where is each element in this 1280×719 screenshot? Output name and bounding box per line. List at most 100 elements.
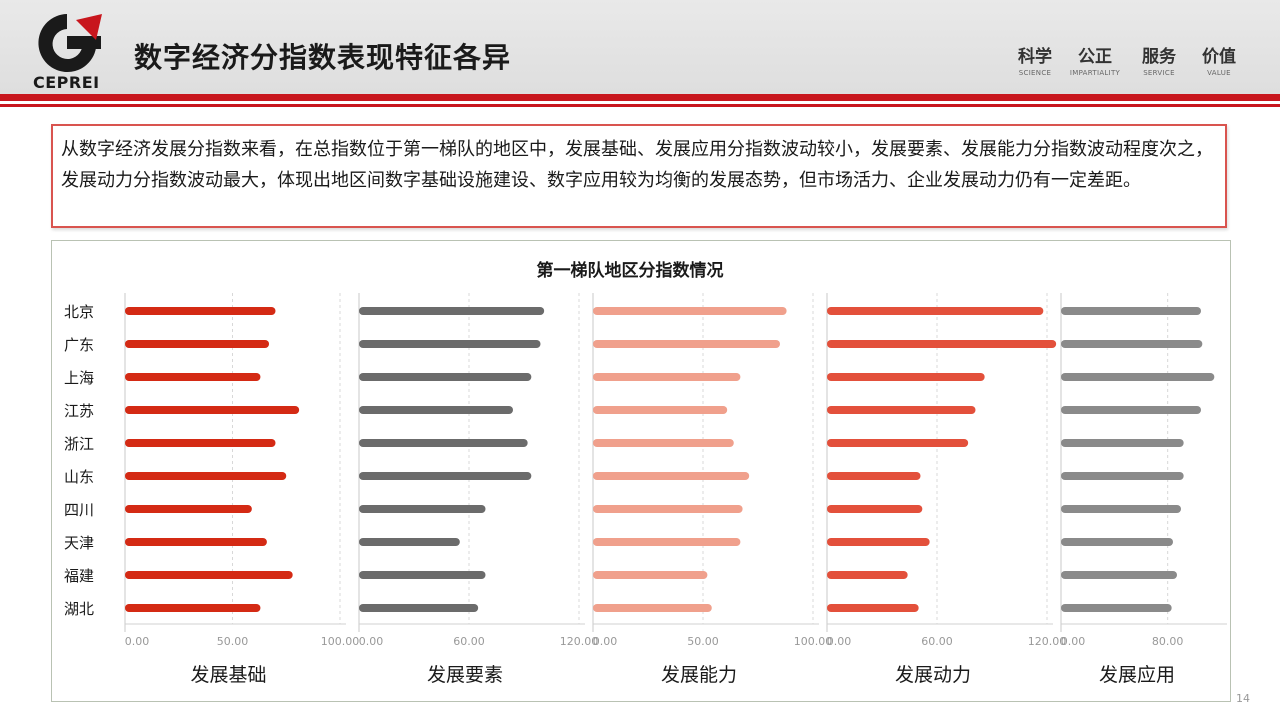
bar (125, 571, 293, 579)
bar (359, 571, 486, 579)
value-value-cn: 价值 (1202, 47, 1236, 67)
value-impartiality: 公正 IMPARTIALITY (1052, 42, 1138, 77)
category-label: 江苏 (64, 402, 94, 420)
tick-label: 100.00 (794, 635, 833, 648)
tick-label: 50.00 (217, 635, 249, 648)
bar (1061, 439, 1184, 447)
category-label: 广东 (64, 336, 94, 354)
tick-label: 60.00 (453, 635, 485, 648)
bar (1061, 538, 1173, 546)
bar (827, 505, 923, 513)
bar (593, 340, 780, 348)
bar (125, 307, 276, 315)
bar (359, 373, 532, 381)
value-impartiality-en: IMPARTIALITY (1069, 69, 1121, 77)
panel-label: 发展应用 (1099, 664, 1175, 686)
bar (593, 439, 734, 447)
ceprei-logo-icon (38, 14, 102, 72)
panel-label: 发展动力 (895, 664, 971, 686)
bar (359, 439, 528, 447)
bar (593, 604, 712, 612)
category-label: 天津 (64, 534, 94, 552)
bar (827, 406, 976, 414)
bar (827, 604, 919, 612)
category-label: 福建 (64, 567, 94, 585)
bar (359, 307, 545, 315)
bar (125, 340, 270, 348)
value-service-en: SERVICE (1143, 69, 1175, 77)
bar (125, 406, 300, 414)
bar (827, 538, 930, 546)
page-title: 数字经济分指数表现特征各异 (134, 41, 512, 74)
bar (593, 571, 708, 579)
bar (359, 604, 479, 612)
page-number: 14 (1236, 692, 1250, 705)
category-label: 湖北 (64, 600, 94, 618)
bar (593, 307, 787, 315)
bar (827, 439, 969, 447)
tick-label: 0.00 (1061, 635, 1086, 648)
category-label: 北京 (64, 303, 94, 321)
tick-label: 80.00 (1152, 635, 1184, 648)
category-label: 山东 (64, 468, 94, 486)
bar (359, 505, 486, 513)
bar (827, 307, 1044, 315)
bar (827, 571, 908, 579)
bar (359, 340, 541, 348)
bar (1061, 373, 1215, 381)
bar (125, 373, 261, 381)
category-label: 四川 (64, 501, 94, 519)
bar (827, 373, 985, 381)
value-science-en: SCIENCE (1018, 69, 1052, 77)
bar (593, 538, 741, 546)
value-service: 服务 SERVICE (1116, 42, 1202, 77)
value-value-en: VALUE (1207, 69, 1231, 77)
category-label: 上海 (64, 369, 94, 387)
bar (827, 472, 921, 480)
bar (125, 538, 267, 546)
tick-label: 60.00 (921, 635, 953, 648)
value-science: 科学 SCIENCE (992, 42, 1078, 77)
bar (593, 373, 741, 381)
bar (359, 538, 460, 546)
header-divider-thick (0, 94, 1280, 101)
bar (359, 406, 513, 414)
bar (1061, 340, 1203, 348)
tick-label: 0.00 (125, 635, 150, 648)
bar (1061, 472, 1184, 480)
bar (1061, 406, 1201, 414)
bar (125, 604, 261, 612)
summary-text: 从数字经济发展分指数来看，在总指数位于第一梯队的地区中，发展基础、发展应用分指数… (61, 139, 1213, 191)
bar (593, 472, 750, 480)
panel-label: 发展能力 (661, 664, 737, 686)
tick-label: 0.00 (827, 635, 852, 648)
bar (125, 505, 252, 513)
chart-frame: 第一梯队地区分指数情况北京广东上海江苏浙江山东四川天津福建湖北 0.00 50.00… (51, 240, 1231, 702)
bar (125, 439, 276, 447)
value-impartiality-cn: 公正 (1078, 47, 1112, 67)
value-science-cn: 科学 (1018, 47, 1052, 67)
header-divider-thin (0, 104, 1280, 107)
panel-label: 发展基础 (190, 664, 266, 686)
logo-text: CEPREI (33, 73, 100, 92)
tick-label: 120.00 (560, 635, 599, 648)
tick-label: 0.00 (359, 635, 384, 648)
tick-label: 120.00 (1028, 635, 1067, 648)
bar (1061, 571, 1177, 579)
tick-label: 100.00 (321, 635, 360, 648)
value-service-cn: 服务 (1142, 47, 1176, 67)
bar (1061, 604, 1172, 612)
summary-box: 从数字经济发展分指数来看，在总指数位于第一梯队的地区中，发展基础、发展应用分指数… (51, 124, 1227, 228)
bar (1061, 505, 1181, 513)
bar (125, 472, 287, 480)
tick-label: 50.00 (687, 635, 719, 648)
bar (359, 472, 532, 480)
category-label: 浙江 (64, 435, 94, 453)
panel-label: 发展要素 (427, 664, 503, 686)
tick-label: 0.00 (593, 635, 618, 648)
bar (827, 340, 1057, 348)
bar (1061, 307, 1201, 315)
value-value: 价值 VALUE (1176, 42, 1262, 77)
chart-title: 第一梯队地区分指数情况 (537, 260, 724, 281)
